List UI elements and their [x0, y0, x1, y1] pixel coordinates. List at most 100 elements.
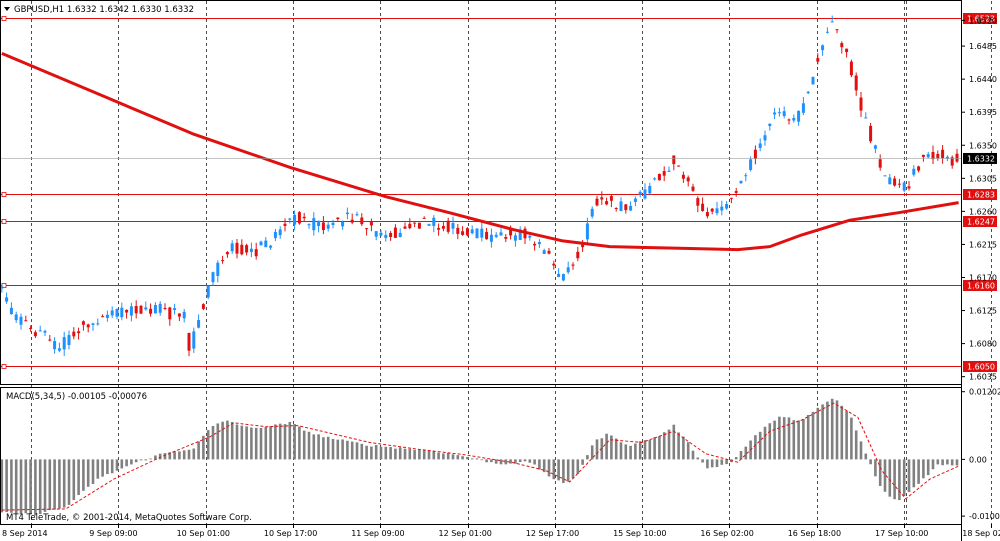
price-candle	[605, 197, 609, 206]
price-candle	[845, 48, 849, 58]
price-tick-label: 1.6215	[969, 240, 997, 249]
candle-body	[657, 173, 661, 181]
candle-body	[489, 234, 493, 242]
candle-body	[859, 97, 863, 111]
macd-histogram-bar	[302, 430, 306, 460]
macd-histogram-bar	[605, 433, 608, 460]
price-tick-label: 1.6440	[969, 75, 997, 84]
macd-histogram-bar	[696, 457, 700, 460]
candle-body	[125, 309, 129, 313]
price-candle	[705, 207, 709, 219]
macd-histogram-bar	[360, 443, 364, 460]
candle-body	[931, 152, 935, 160]
candle-body	[355, 214, 359, 216]
price-candle	[734, 187, 738, 197]
price-candle	[43, 329, 47, 337]
level-anchor-handle[interactable]	[1, 364, 7, 369]
candle-body	[849, 61, 853, 76]
level-anchor-handle[interactable]	[1, 16, 7, 21]
price-candle	[609, 194, 613, 208]
price-candle	[360, 213, 364, 226]
time-tick-label: 12 Sep 01:00	[439, 529, 492, 538]
candle-body	[221, 260, 225, 262]
price-candle	[398, 228, 402, 238]
price-candle	[345, 207, 349, 220]
candle-body	[225, 252, 229, 255]
macd-tick-label: 0.00	[969, 455, 987, 464]
macd-histogram-bar	[480, 459, 484, 461]
price-tick-label: 1.6350	[969, 141, 997, 150]
macd-histogram-bar	[710, 459, 714, 468]
price-candle	[86, 323, 90, 333]
candle-body	[773, 112, 777, 115]
macd-histogram-bar	[701, 459, 704, 463]
candle-body	[921, 154, 925, 157]
macd-histogram-bar	[293, 424, 296, 460]
candle-body	[288, 218, 292, 220]
candle-body	[590, 208, 594, 217]
macd-histogram-bar	[163, 453, 167, 460]
price-candle	[446, 217, 450, 234]
price-candle	[216, 260, 220, 283]
macd-histogram-bar	[173, 451, 176, 460]
candle-body	[936, 153, 940, 159]
candle-body	[72, 331, 76, 337]
price-candle	[326, 222, 330, 232]
price-candle	[240, 239, 244, 256]
level-anchor-handle[interactable]	[1, 219, 7, 224]
candle-body	[768, 123, 772, 127]
macd-histogram-bar	[10, 459, 13, 513]
candle-body	[763, 135, 767, 141]
candle-body	[48, 339, 52, 341]
candle-body	[643, 189, 647, 199]
candle-body	[941, 149, 945, 159]
candle-body	[499, 232, 503, 236]
price-candle	[369, 218, 373, 232]
macd-histogram-bar	[442, 453, 445, 460]
macd-histogram-bar	[830, 398, 834, 460]
macd-histogram-bar	[72, 459, 76, 501]
price-candle	[657, 173, 661, 181]
price-candle	[62, 331, 66, 356]
macd-histogram-bar	[624, 444, 628, 460]
price-candle	[600, 191, 604, 205]
price-tick-label: 1.6170	[969, 273, 997, 282]
price-candle	[557, 268, 561, 278]
price-candle	[149, 303, 153, 317]
price-candle	[686, 175, 690, 187]
price-candle	[585, 217, 589, 244]
level-anchor-handle[interactable]	[1, 192, 7, 197]
price-candle	[797, 110, 801, 126]
time-tick-label: 10 Sep 01:00	[177, 529, 230, 538]
symbol-header: GBPUSD,H1 1.6332 1.6342 1.6330 1.6332	[4, 5, 194, 15]
candle-body	[14, 314, 18, 321]
price-candle	[917, 165, 921, 173]
candle-body	[816, 58, 820, 62]
price-tick-label: 1.6305	[969, 174, 997, 183]
price-candle	[235, 238, 239, 259]
macd-histogram-bar	[586, 455, 589, 460]
candle-body	[600, 197, 604, 200]
macd-histogram-bar	[590, 445, 594, 460]
macd-histogram-bar	[931, 459, 935, 470]
macd-histogram-bar	[653, 437, 656, 460]
price-candle	[293, 210, 297, 231]
price-candle	[816, 53, 820, 65]
price-candle	[389, 231, 393, 241]
copyright-text: MT4 TeleTrade, © 2001-2014, MetaQuotes S…	[6, 513, 252, 523]
candle-body	[571, 264, 575, 266]
candle-body	[187, 332, 191, 351]
price-candle	[168, 306, 172, 326]
candle-body	[533, 243, 537, 246]
price-candle	[158, 301, 162, 316]
price-candle	[461, 226, 465, 236]
candle-body	[91, 323, 95, 325]
candle-body	[129, 306, 133, 316]
candle-body	[307, 224, 311, 226]
macd-histogram-bar	[566, 459, 570, 482]
macd-histogram-bar	[115, 459, 119, 471]
macd-histogram-bar	[43, 459, 47, 512]
price-candle	[893, 176, 897, 187]
macd-histogram-bar	[62, 459, 66, 508]
